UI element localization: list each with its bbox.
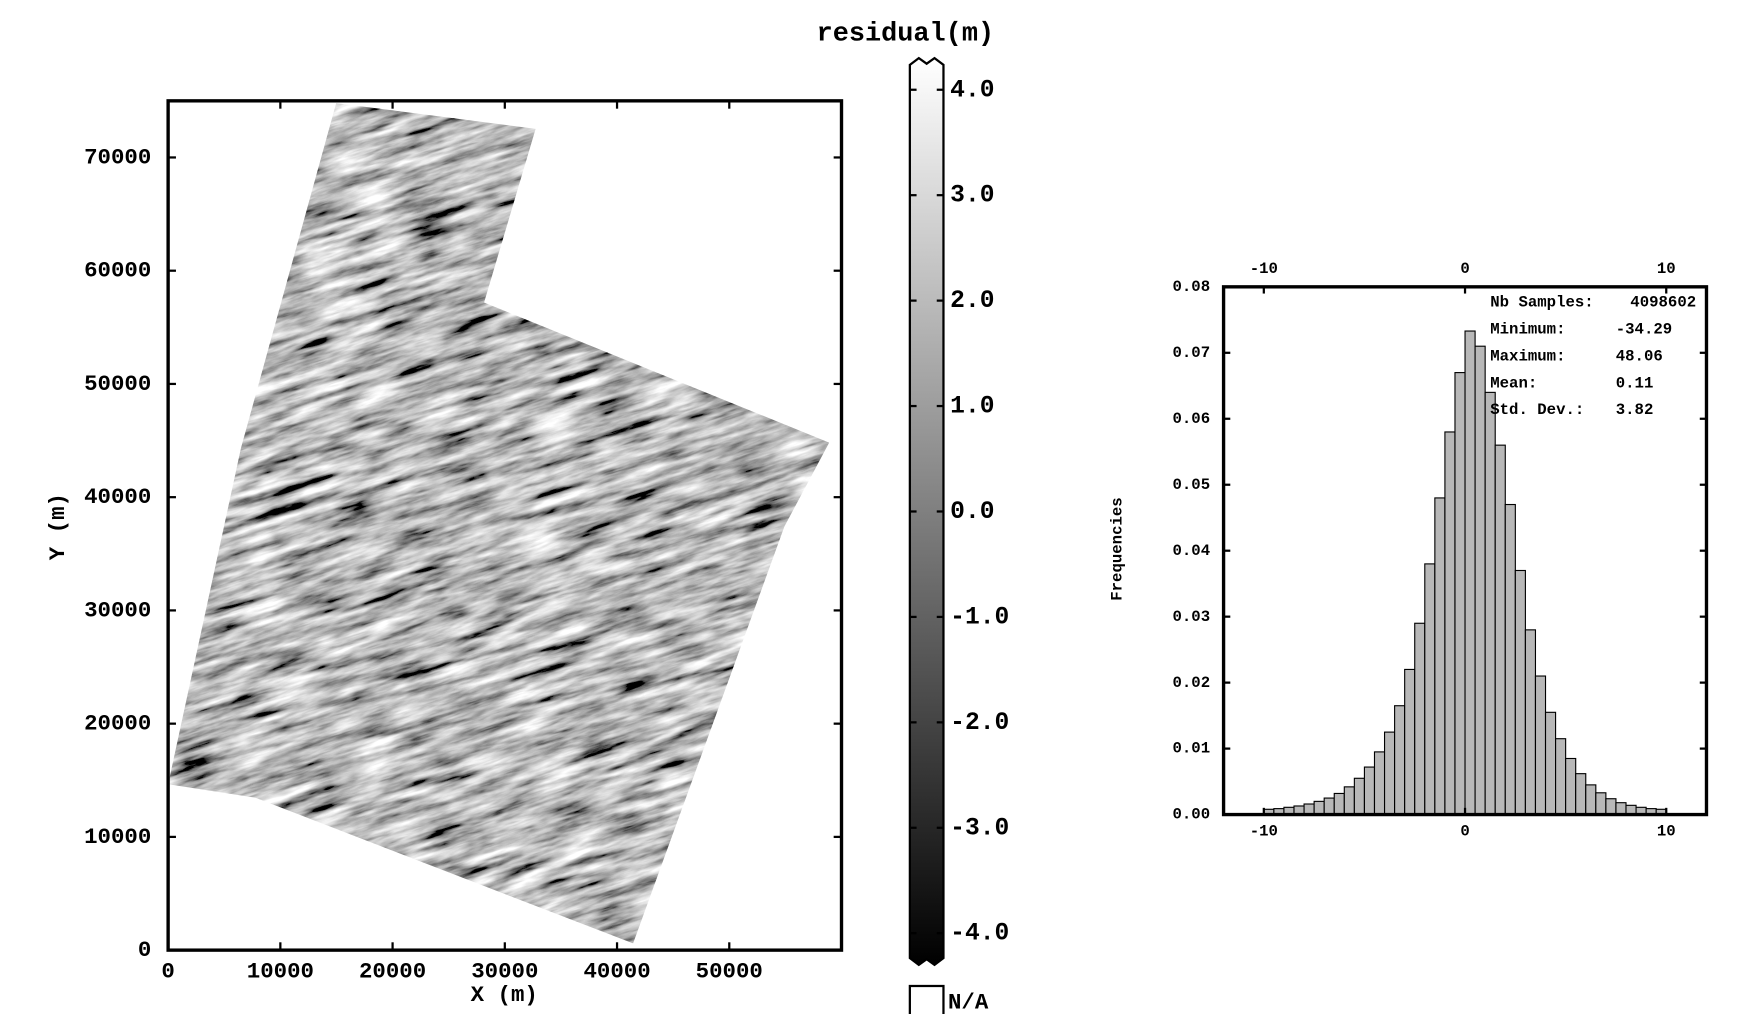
stat-label: Maximum:	[1490, 347, 1565, 365]
bar	[1565, 757, 1577, 816]
histogram-panel: Frequencies -10 -10 0 0 10 10 0.00 0.01 0.02 0.03…	[1108, 260, 1709, 841]
map-panel: X (m) Y (m) residual(m) N/A 0 10000 20000 3…	[45, 20, 1009, 1014]
y-tick-label: 0.04	[1173, 542, 1211, 560]
y-tick-label: 0.00	[1173, 806, 1211, 824]
bar	[1595, 792, 1607, 816]
bar	[1524, 629, 1537, 816]
y-tick-label: 50000	[84, 371, 151, 397]
x-tick-label: 30000	[471, 958, 538, 984]
stat-value: 0.11	[1616, 374, 1654, 392]
x2-tick-label: 0	[1460, 260, 1469, 278]
bar	[1343, 786, 1355, 816]
x-tick-label: -10	[1250, 823, 1278, 841]
y-tick-label: 0.01	[1173, 740, 1211, 758]
bar	[1585, 784, 1597, 816]
stat-label: Minimum:	[1490, 321, 1565, 339]
bar	[1474, 345, 1486, 816]
bar	[1464, 330, 1476, 816]
stat-label: Nb Samples:	[1490, 294, 1593, 312]
y-tick-label: 0.07	[1173, 344, 1211, 362]
bar	[1555, 738, 1567, 816]
residual-image	[168, 103, 830, 944]
bar	[1494, 444, 1506, 816]
bar	[1534, 675, 1547, 816]
bar	[1313, 800, 1325, 816]
na-label: N/A	[948, 990, 989, 1014]
stat-label: Std. Dev.:	[1490, 401, 1584, 419]
bar	[1394, 705, 1406, 816]
y-tick-label: 40000	[84, 484, 151, 510]
x-tick-label: 10000	[247, 958, 314, 984]
bar	[1323, 797, 1335, 816]
colorbar	[908, 56, 945, 967]
bar	[1333, 792, 1345, 816]
bar	[1605, 798, 1617, 816]
y-tick-label: 0.03	[1173, 608, 1211, 626]
bar	[1504, 503, 1516, 816]
colorbar-tick-label: -2.0	[950, 709, 1009, 737]
bar	[1353, 777, 1365, 816]
x-axis-label: X (m)	[471, 982, 538, 1008]
bar	[1363, 766, 1376, 816]
stat-label: Mean:	[1490, 374, 1537, 392]
bar	[1424, 563, 1436, 816]
y-axis-label: Frequencies	[1108, 497, 1126, 600]
colorbar-tick-label: 1.0	[950, 393, 994, 421]
y-tick-label: 60000	[84, 258, 151, 284]
y-tick-label: 30000	[84, 597, 151, 623]
y-tick-label: 0.02	[1173, 674, 1211, 692]
bar	[1383, 731, 1396, 816]
colorbar-title: residual(m)	[817, 20, 994, 50]
na-swatch	[908, 984, 945, 1014]
colorbar-tick-label: 3.0	[950, 182, 994, 210]
colorbar-tick-label: 0.0	[950, 498, 994, 526]
y-tick-label: 0.08	[1173, 278, 1211, 296]
colorbar-tick-label: 4.0	[950, 76, 994, 104]
y-tick-label: 0.06	[1173, 410, 1211, 428]
x2-tick-label: 10	[1657, 260, 1676, 278]
stat-value: 48.06	[1616, 347, 1663, 365]
bar	[1414, 622, 1426, 816]
bar	[1575, 773, 1587, 816]
colorbar-tick-label: -1.0	[950, 603, 1009, 631]
bar	[1484, 391, 1496, 816]
y-tick-label: 0	[138, 937, 151, 963]
colorbar-tick-label: -3.0	[950, 814, 1009, 842]
x-tick-label: 50000	[696, 958, 763, 984]
bar	[1373, 751, 1386, 816]
x-tick-label: 0	[1460, 823, 1469, 841]
bar	[1544, 711, 1557, 816]
bar	[1404, 668, 1416, 816]
x-tick-label: 0	[161, 958, 174, 984]
stat-value: 3.82	[1616, 401, 1654, 419]
y-tick-label: 70000	[84, 144, 151, 170]
bar	[1444, 431, 1456, 816]
y-axis-label: Y (m)	[45, 493, 71, 560]
bar	[1434, 497, 1446, 816]
bar	[1615, 802, 1627, 816]
x-tick-label: 40000	[583, 958, 650, 984]
x-tick-label: 10	[1657, 823, 1676, 841]
y-tick-label: 10000	[84, 824, 151, 850]
colorbar-tick-label: -4.0	[950, 920, 1009, 948]
bar	[1514, 569, 1526, 816]
stat-value: -34.29	[1616, 321, 1672, 339]
y-tick-label: 0.05	[1173, 476, 1211, 494]
x-tick-label: 20000	[359, 958, 426, 984]
stat-value: 4098602	[1630, 294, 1696, 312]
bar	[1454, 372, 1466, 816]
x2-tick-label: -10	[1250, 260, 1278, 278]
y-tick-label: 20000	[84, 711, 151, 737]
colorbar-tick-label: 2.0	[950, 287, 994, 315]
